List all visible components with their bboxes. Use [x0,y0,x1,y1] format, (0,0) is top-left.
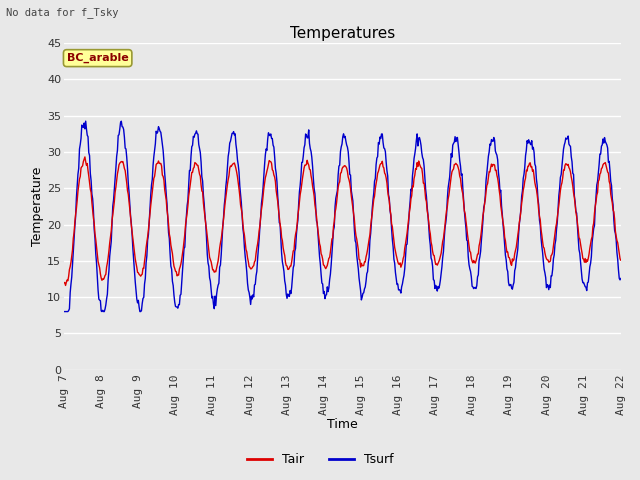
Text: No data for f_Tsky: No data for f_Tsky [6,7,119,18]
Title: Temperatures: Temperatures [290,25,395,41]
X-axis label: Time: Time [327,418,358,431]
Y-axis label: Temperature: Temperature [31,167,44,246]
Text: BC_arable: BC_arable [67,53,129,63]
Legend: Tair, Tsurf: Tair, Tsurf [242,448,398,471]
